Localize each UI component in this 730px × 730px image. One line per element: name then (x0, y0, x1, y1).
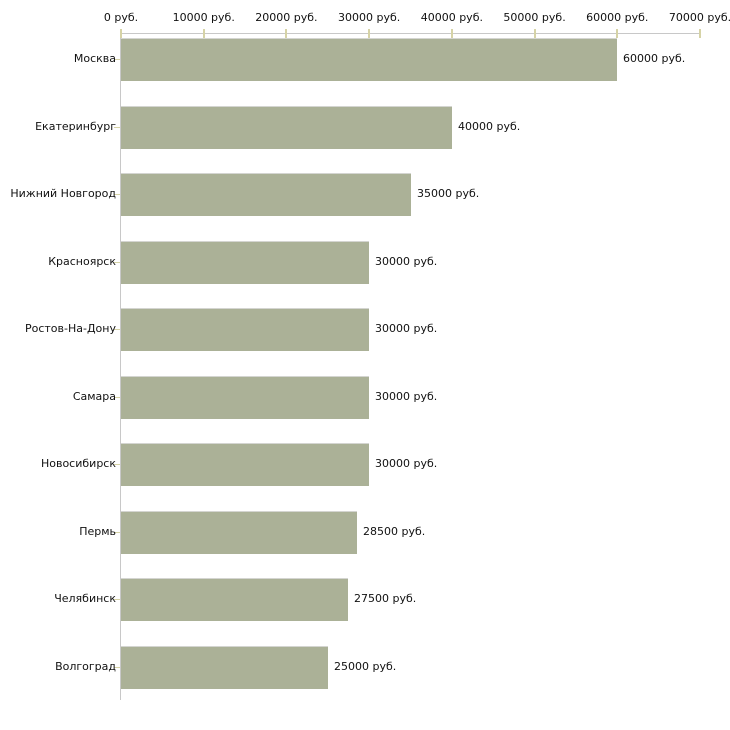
category-tick (114, 464, 120, 465)
x-axis-tick (120, 29, 122, 38)
x-axis-tick (450, 29, 453, 38)
category-label: Нижний Новгород (10, 187, 116, 200)
x-axis-tick (285, 29, 288, 38)
bar (121, 105, 452, 149)
value-label: 30000 руб. (375, 457, 438, 470)
x-tick-label: 30000 руб. (338, 11, 401, 24)
category-tick (114, 261, 120, 263)
category-tick (114, 329, 120, 330)
bar (121, 443, 369, 486)
category-label: Красноярск (48, 254, 116, 268)
x-tick-label: 50000 руб. (503, 11, 566, 24)
x-tick-label: 40000 руб. (420, 11, 483, 24)
category-tick (114, 194, 120, 195)
bar (121, 308, 369, 351)
x-tick-label: 60000 руб. (586, 11, 649, 24)
bar (121, 510, 357, 554)
category-tick (114, 396, 120, 398)
x-axis-tick (699, 29, 701, 38)
value-label: 40000 руб. (458, 119, 521, 133)
bar (121, 240, 369, 284)
category-label: Пермь (79, 524, 116, 538)
x-tick-label: 10000 руб. (172, 11, 235, 24)
bar (121, 645, 328, 689)
category-tick (114, 666, 120, 668)
x-tick-label: 20000 руб. (255, 11, 318, 24)
category-label: Москва (73, 52, 116, 65)
bar (121, 375, 369, 419)
x-axis-line (120, 33, 701, 34)
category-tick (114, 59, 120, 60)
value-label: 30000 руб. (375, 322, 438, 335)
bar (121, 173, 411, 216)
value-label: 35000 руб. (417, 187, 480, 200)
category-label: Самара (72, 389, 116, 403)
category-label: Новосибирск (40, 457, 116, 470)
y-axis-line (120, 33, 121, 700)
category-tick (114, 126, 120, 128)
value-label: 27500 руб. (354, 592, 417, 605)
category-label: Волгоград (55, 659, 116, 673)
value-label: 30000 руб. (375, 389, 438, 403)
value-label: 28500 руб. (363, 524, 426, 538)
x-axis-tick (533, 29, 536, 38)
x-axis-tick (616, 29, 619, 38)
category-label: Ростов-На-Дону (24, 322, 116, 335)
value-label: 25000 руб. (334, 659, 397, 673)
bar (121, 578, 348, 621)
value-label: 60000 руб. (623, 52, 686, 65)
category-label: Челябинск (54, 592, 116, 605)
category-label: Екатеринбург (35, 119, 116, 133)
bar (121, 38, 617, 81)
category-tick (114, 531, 120, 533)
category-tick (114, 599, 120, 600)
x-axis-tick (368, 29, 371, 38)
x-axis-tick (202, 29, 205, 38)
value-label: 30000 руб. (375, 254, 438, 268)
x-tick-label: 0 руб. (103, 11, 139, 24)
x-tick-label: 70000 руб. (668, 11, 730, 24)
